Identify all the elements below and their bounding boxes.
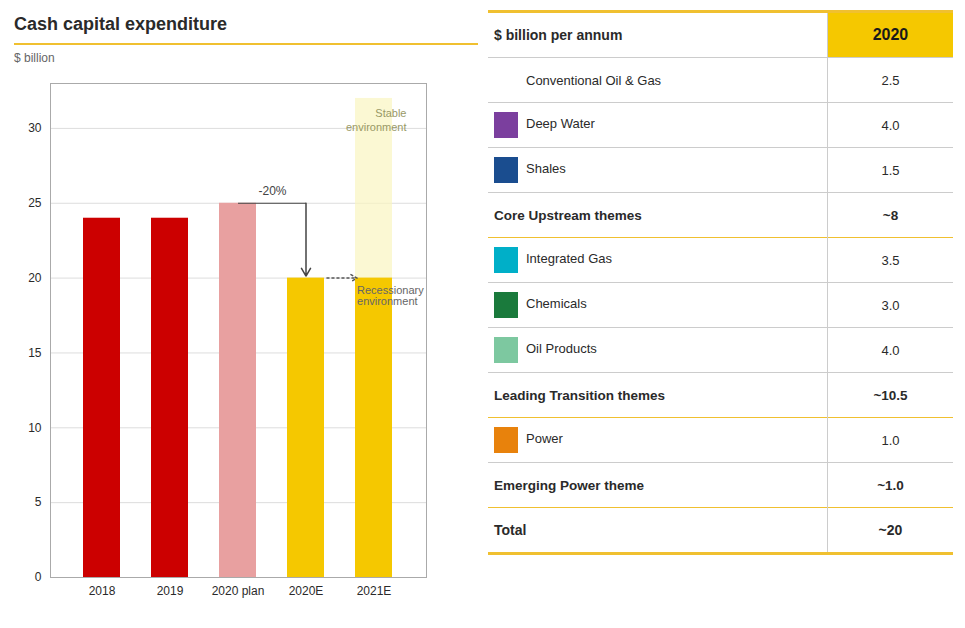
svg-text:5: 5 bbox=[35, 495, 42, 509]
svg-text:-20%: -20% bbox=[258, 184, 286, 198]
svg-text:30: 30 bbox=[28, 121, 42, 135]
html-text:~20: ~20 bbox=[878, 522, 903, 538]
html-text:Deep Water: Deep Water bbox=[526, 116, 595, 132]
html-text:2020: 2020 bbox=[872, 26, 909, 43]
svg-text:2018: 2018 bbox=[89, 584, 116, 598]
svg-text:25: 25 bbox=[28, 196, 42, 210]
html-text:$ billion per annum: $ billion per annum bbox=[494, 27, 623, 43]
html-text:Leading Transition themes: Leading Transition themes bbox=[494, 387, 665, 403]
html-text:4.0: 4.0 bbox=[881, 342, 900, 358]
html-text:Oil Products: Oil Products bbox=[526, 341, 597, 357]
html-text:Conventional Oil & Gas: Conventional Oil & Gas bbox=[526, 72, 662, 88]
svg-text:10: 10 bbox=[28, 421, 42, 435]
html-text:Core Upstream themes: Core Upstream themes bbox=[494, 207, 642, 223]
svg-text:2021E: 2021E bbox=[357, 584, 392, 598]
svg-text:2020E: 2020E bbox=[289, 584, 324, 598]
html-text:~10.5: ~10.5 bbox=[873, 387, 908, 403]
svg-text:Stableenvironment: Stableenvironment bbox=[346, 107, 407, 133]
html-text:Cash capital expenditure: Cash capital expenditure bbox=[14, 14, 228, 34]
html-text:1.5: 1.5 bbox=[881, 162, 900, 178]
svg-text:2020 plan: 2020 plan bbox=[212, 584, 265, 598]
html-text:~8: ~8 bbox=[882, 207, 899, 223]
html-text:Chemicals: Chemicals bbox=[526, 296, 587, 312]
html-text:Power: Power bbox=[526, 431, 563, 447]
svg-text:15: 15 bbox=[28, 346, 42, 360]
html-text:4.0: 4.0 bbox=[881, 117, 900, 133]
html-text:~1.0: ~1.0 bbox=[877, 477, 904, 493]
svg-text:20: 20 bbox=[28, 271, 42, 285]
html-text:Total: Total bbox=[494, 522, 527, 538]
html-text:3.0: 3.0 bbox=[881, 297, 900, 313]
html-text:Shales: Shales bbox=[526, 161, 566, 177]
html-text:3.5: 3.5 bbox=[881, 252, 900, 268]
html-text:1.0: 1.0 bbox=[881, 432, 900, 448]
html-text:Emerging Power theme: Emerging Power theme bbox=[494, 477, 644, 493]
html-text:2.5: 2.5 bbox=[881, 72, 900, 88]
svg-text:2019: 2019 bbox=[157, 584, 184, 598]
html-text:Integrated Gas: Integrated Gas bbox=[526, 251, 612, 267]
svg-text:0: 0 bbox=[35, 570, 42, 584]
html-text:$ billion: $ billion bbox=[14, 51, 55, 65]
svg-text:Recessionaryenvironment: Recessionaryenvironment bbox=[357, 284, 424, 307]
